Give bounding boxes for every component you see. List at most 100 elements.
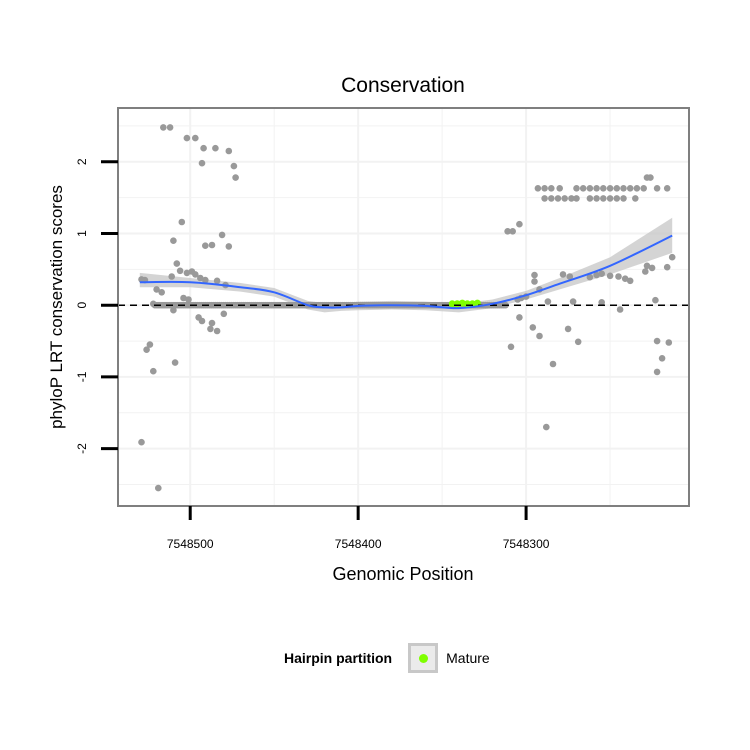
- score-point: [653, 337, 661, 345]
- score-point: [593, 271, 600, 279]
- score-point: [626, 277, 634, 285]
- score-points-layer: [138, 124, 676, 492]
- score-point: [573, 185, 580, 192]
- score-point: [166, 124, 174, 131]
- score-point: [616, 306, 624, 313]
- score-point: [183, 269, 191, 277]
- score-point: [158, 289, 165, 296]
- score-point: [574, 338, 582, 346]
- score-point: [579, 185, 587, 192]
- score-point: [606, 195, 614, 202]
- score-point: [138, 276, 145, 283]
- score-point: [643, 262, 651, 270]
- score-point: [615, 273, 622, 280]
- score-point: [548, 195, 555, 202]
- score-point: [150, 367, 157, 375]
- score-point: [213, 327, 221, 335]
- score-point: [549, 360, 557, 368]
- score-point: [586, 273, 594, 281]
- score-point: [160, 124, 167, 131]
- score-point: [180, 294, 187, 302]
- score-point: [507, 343, 515, 351]
- score-point: [606, 185, 614, 192]
- legend: Hairpin partition Mature: [284, 640, 490, 676]
- smooth-line: [139, 234, 673, 310]
- score-point: [213, 277, 221, 285]
- panel-border: [117, 107, 690, 507]
- x-tick-label: 7548400: [335, 537, 382, 551]
- score-point: [564, 325, 572, 333]
- score-point: [183, 134, 191, 142]
- score-point: [541, 195, 548, 202]
- score-point: [168, 273, 175, 280]
- score-point: [561, 195, 568, 202]
- score-point: [192, 134, 199, 142]
- score-point: [531, 271, 538, 279]
- score-point: [516, 220, 523, 228]
- axis-layer: 7548500 7548400 7548300 2 1 0 -1 -2: [75, 158, 550, 551]
- score-point: [138, 438, 145, 446]
- score-point: [642, 268, 649, 275]
- score-point: [220, 310, 228, 318]
- score-point: [593, 185, 600, 192]
- score-point: [653, 368, 661, 376]
- score-point: [566, 273, 574, 280]
- chart-title: Conservation: [341, 74, 465, 97]
- score-point: [569, 298, 577, 305]
- score-point: [212, 144, 219, 152]
- score-point: [648, 264, 656, 272]
- score-point: [170, 306, 177, 314]
- score-point: [225, 147, 233, 155]
- x-tick-label: 7548300: [503, 537, 550, 551]
- score-point: [146, 341, 154, 348]
- confidence-ribbon: [139, 217, 673, 313]
- legend-key-mature: [408, 643, 439, 673]
- score-point: [173, 260, 181, 267]
- score-point: [554, 195, 562, 202]
- score-point: [198, 317, 206, 325]
- score-point: [613, 195, 621, 202]
- y-tick-label: 0: [75, 302, 89, 309]
- score-point: [541, 185, 548, 192]
- y-tick-label: 1: [75, 230, 89, 237]
- score-point: [143, 346, 150, 354]
- score-point: [202, 276, 209, 284]
- score-point: [185, 296, 192, 303]
- score-point: [155, 484, 162, 492]
- y-tick-label: -2: [75, 443, 89, 454]
- score-point: [665, 339, 673, 346]
- legend-dot-icon: [418, 653, 428, 663]
- score-point: [613, 185, 621, 192]
- score-point: [621, 275, 629, 283]
- score-point: [586, 195, 594, 202]
- score-point: [544, 298, 552, 305]
- score-point: [504, 228, 511, 235]
- score-point: [202, 242, 209, 249]
- score-point: [178, 218, 186, 226]
- score-point: [559, 271, 567, 278]
- score-point: [647, 174, 654, 181]
- score-point: [534, 185, 542, 192]
- score-point: [192, 271, 199, 278]
- y-tick-label: -1: [75, 371, 89, 382]
- confidence-ribbon-layer: [139, 217, 673, 313]
- score-point: [600, 195, 607, 202]
- score-point: [531, 278, 538, 285]
- score-point: [600, 185, 607, 192]
- y-axis-label: phyloP LRT conservation scores: [47, 185, 66, 429]
- score-point: [548, 185, 555, 192]
- score-point: [598, 299, 605, 306]
- score-point: [516, 314, 523, 321]
- score-point: [640, 185, 647, 192]
- score-point: [658, 355, 666, 362]
- score-point: [176, 267, 184, 275]
- score-point: [632, 195, 639, 202]
- score-point: [668, 253, 676, 261]
- score-point: [208, 319, 216, 327]
- score-point: [536, 332, 543, 340]
- score-point: [556, 185, 563, 192]
- score-point: [652, 296, 659, 304]
- score-point: [218, 231, 226, 239]
- score-point: [207, 325, 214, 333]
